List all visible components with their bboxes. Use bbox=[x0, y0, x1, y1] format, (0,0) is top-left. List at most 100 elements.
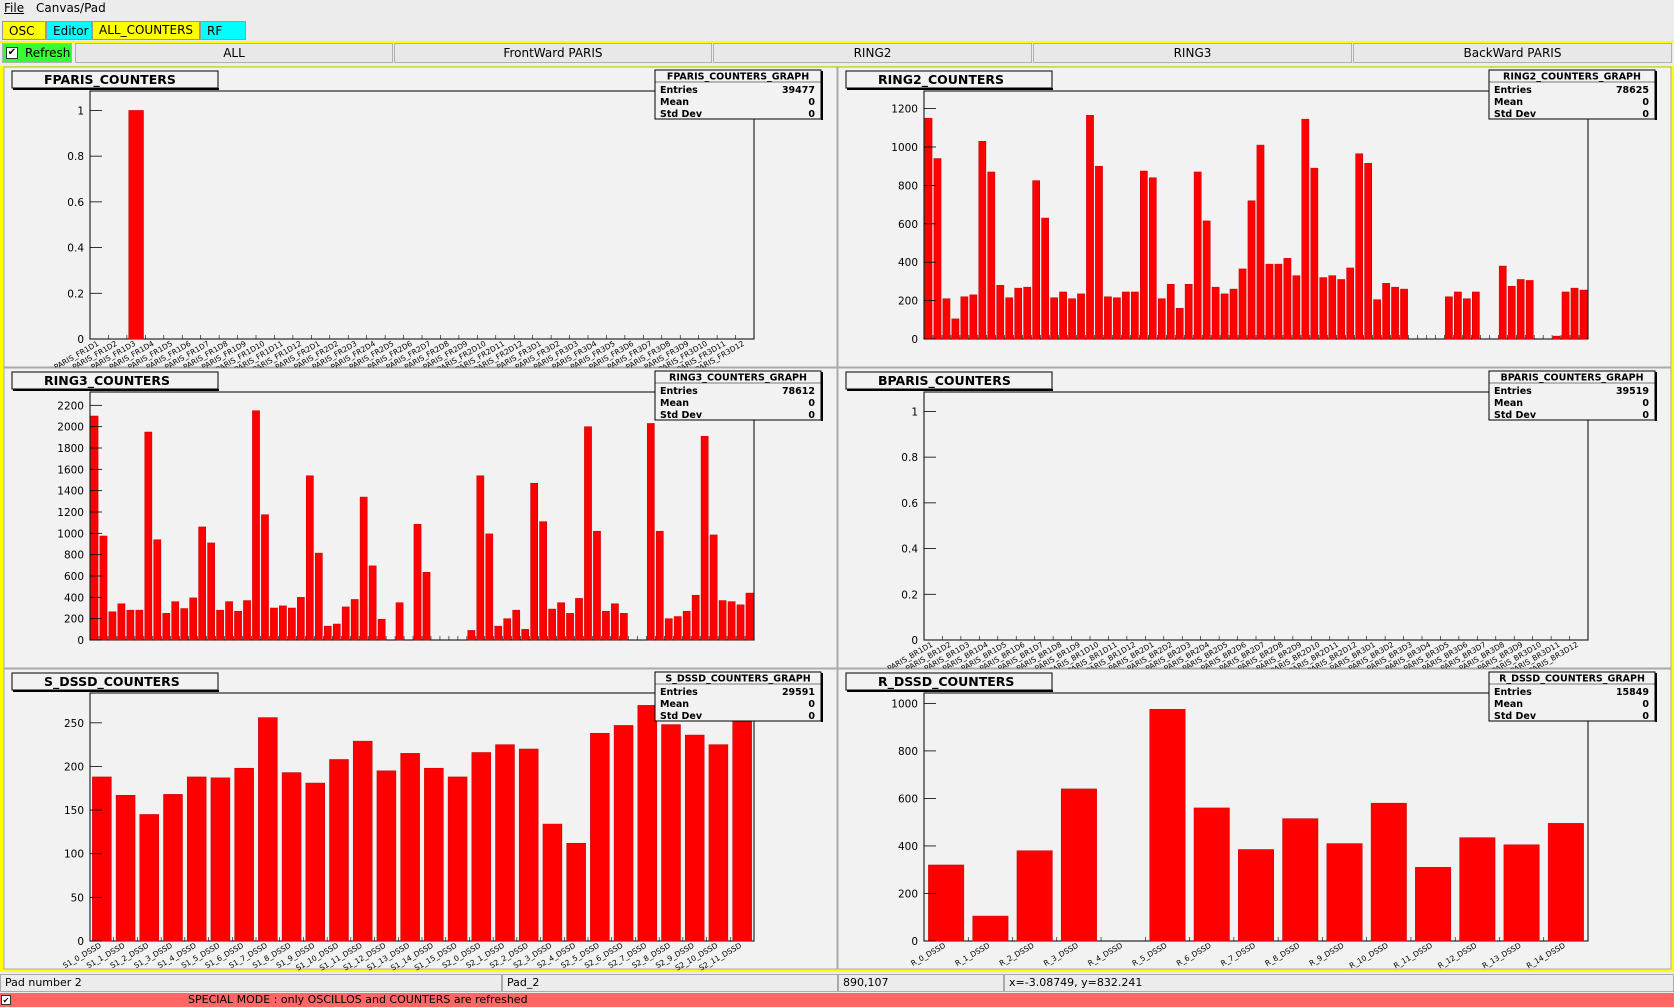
stats-value: 15849 bbox=[1616, 687, 1649, 698]
bar bbox=[341, 606, 350, 641]
tab[interactable]: Editor bbox=[46, 21, 92, 40]
bar bbox=[1503, 844, 1540, 942]
y-tick-label: 600 bbox=[64, 571, 84, 583]
bar bbox=[128, 110, 144, 340]
bar bbox=[281, 772, 302, 942]
bar bbox=[258, 717, 278, 942]
canvas: PARIS_FR1D1PARIS_FR1D2PARIS_FR1D3PARIS_F… bbox=[0, 66, 1674, 972]
tab[interactable]: ALL_COUNTERS bbox=[92, 21, 200, 40]
bar bbox=[447, 776, 468, 942]
bar bbox=[727, 601, 736, 641]
bar bbox=[243, 600, 251, 641]
stats-value: 0 bbox=[808, 97, 815, 108]
bar bbox=[1547, 823, 1584, 942]
stats-value: 39519 bbox=[1616, 386, 1649, 397]
tab[interactable]: OSC bbox=[2, 21, 46, 40]
stats-label: Std Dev bbox=[1494, 711, 1537, 722]
stats-value: 0 bbox=[1642, 711, 1649, 722]
bar bbox=[1220, 293, 1229, 340]
bar bbox=[90, 415, 99, 641]
menu-canvas[interactable]: Canvas/Pad bbox=[36, 1, 106, 15]
bar bbox=[972, 915, 1009, 942]
bar bbox=[359, 496, 368, 641]
button[interactable]: ALL bbox=[75, 43, 393, 63]
bar bbox=[1193, 807, 1230, 942]
button[interactable]: RING3 bbox=[1033, 43, 1352, 63]
bar bbox=[611, 603, 619, 641]
y-tick-label: 200 bbox=[898, 296, 918, 308]
button[interactable]: RING2 bbox=[713, 43, 1032, 63]
bar bbox=[942, 298, 951, 340]
bar bbox=[512, 609, 521, 641]
stats-value: 0 bbox=[1642, 398, 1649, 409]
y-tick-label: 400 bbox=[898, 257, 918, 269]
y-tick-label: 0.6 bbox=[901, 498, 918, 510]
bar bbox=[126, 609, 135, 641]
bar bbox=[424, 767, 444, 942]
bar bbox=[1086, 115, 1094, 340]
bar bbox=[1346, 267, 1355, 340]
bar bbox=[323, 625, 332, 641]
bar bbox=[602, 610, 610, 641]
bar bbox=[485, 533, 494, 641]
y-tick-label: 150 bbox=[64, 805, 84, 817]
y-tick-label: 200 bbox=[898, 888, 918, 900]
bar bbox=[637, 705, 658, 942]
refresh-checkbox[interactable]: ✔ bbox=[6, 47, 18, 59]
stats-title: RING3_COUNTERS_GRAPH bbox=[669, 373, 807, 384]
y-tick-label: 1800 bbox=[57, 443, 84, 455]
bar bbox=[1157, 298, 1166, 340]
button[interactable]: BackWard PARIS bbox=[1353, 43, 1672, 63]
bar bbox=[1561, 291, 1570, 340]
button[interactable]: FrontWard PARIS bbox=[394, 43, 712, 63]
bar bbox=[144, 431, 153, 641]
bar bbox=[960, 296, 969, 340]
bar bbox=[518, 748, 539, 942]
bar bbox=[1184, 284, 1193, 340]
bar bbox=[413, 524, 422, 641]
bar bbox=[467, 630, 476, 641]
bar bbox=[1552, 335, 1561, 340]
bar bbox=[664, 618, 673, 641]
pad-title: BPARIS_COUNTERS bbox=[878, 373, 1011, 389]
menu-file[interactable]: File bbox=[4, 1, 25, 15]
bar bbox=[1507, 285, 1516, 340]
bar bbox=[745, 592, 754, 641]
bar bbox=[503, 618, 512, 641]
tab[interactable]: RF bbox=[200, 21, 246, 40]
stats-value: 0 bbox=[808, 699, 815, 710]
bar bbox=[1364, 163, 1373, 340]
y-tick-label: 0 bbox=[911, 936, 918, 948]
y-tick-label: 800 bbox=[898, 180, 918, 192]
bar bbox=[684, 734, 705, 942]
bar bbox=[1229, 288, 1238, 340]
y-tick-label: 800 bbox=[898, 746, 918, 758]
bar bbox=[1059, 291, 1067, 340]
y-tick-label: 0 bbox=[77, 635, 84, 647]
bar bbox=[1282, 818, 1319, 942]
refresh-toggle[interactable]: Refresh bbox=[2, 43, 72, 63]
bar bbox=[951, 318, 960, 340]
bar bbox=[1139, 170, 1148, 340]
bar bbox=[542, 823, 563, 942]
bar bbox=[1149, 709, 1186, 942]
pad: PARIS_BR1D1PARIS_BR1D2PARIS_BR1D3PARIS_B… bbox=[837, 367, 1672, 676]
bar bbox=[1148, 177, 1157, 340]
bar bbox=[270, 607, 278, 641]
bar bbox=[368, 565, 377, 641]
bar bbox=[1077, 293, 1085, 340]
bar bbox=[732, 705, 752, 942]
bar bbox=[646, 423, 655, 641]
stats-box bbox=[654, 69, 822, 120]
bar bbox=[557, 602, 565, 641]
bar bbox=[928, 864, 965, 942]
stats-value: 0 bbox=[808, 398, 815, 409]
bar bbox=[171, 601, 180, 641]
bar bbox=[288, 607, 296, 641]
y-tick-label: 0.4 bbox=[67, 243, 84, 255]
bar bbox=[207, 542, 215, 641]
mode-checkbox[interactable]: ✔ bbox=[1, 995, 11, 1005]
bar bbox=[329, 759, 349, 942]
stats-label: Mean bbox=[1494, 699, 1523, 710]
